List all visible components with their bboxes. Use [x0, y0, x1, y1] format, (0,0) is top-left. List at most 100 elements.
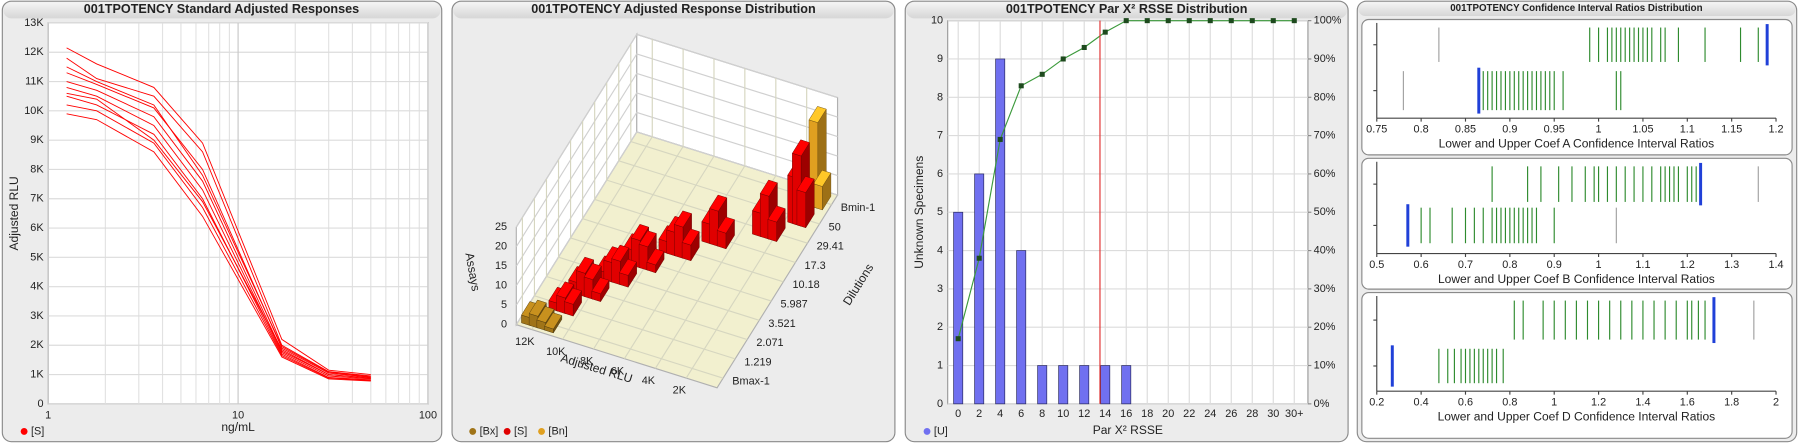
y-tick-label: 4	[937, 245, 943, 257]
bar	[681, 228, 700, 262]
x-tick-label: 1.4	[1635, 397, 1650, 409]
bar-face	[631, 224, 650, 241]
series-line	[66, 92, 371, 379]
y-tick-label: 13K	[24, 17, 44, 29]
y-tick-label: 3.521	[768, 318, 795, 330]
y-tick-label: 12K	[24, 46, 44, 58]
x-tick-label: 0.75	[1366, 124, 1387, 136]
bar	[974, 173, 985, 405]
bar-face	[591, 277, 610, 295]
y-tick-label: 0	[937, 398, 943, 410]
y-tick-label: 6K	[30, 222, 44, 234]
grid-line	[623, 68, 746, 359]
y-tick-label: 1	[937, 360, 943, 372]
x-tick-label: 28	[1246, 408, 1258, 420]
y-tick-label: 17.3	[805, 260, 826, 272]
x-tick-label: 10	[232, 409, 244, 421]
series-line	[66, 66, 371, 378]
x-tick-label: 0.95	[1544, 124, 1565, 136]
grid-line	[533, 198, 736, 360]
x-tick-label: 12	[1078, 408, 1090, 420]
y-tick-label: 4K	[30, 281, 44, 293]
y-tick-label: 2	[937, 321, 943, 333]
x-tick-label: 6K	[611, 365, 625, 377]
x-tick-label: 8K	[580, 356, 594, 368]
z-tick-label: 20	[495, 241, 507, 253]
x-tick-label: 22	[1183, 408, 1195, 420]
bar	[1079, 365, 1090, 405]
x-tick-label: 1	[1551, 397, 1557, 409]
x-tick-label: 1.05	[1632, 124, 1653, 136]
series-line	[66, 86, 371, 380]
y2-tick-label: 100%	[1314, 15, 1342, 27]
x-tick-label: 2	[1773, 397, 1779, 409]
y-tick-label: 0	[38, 398, 44, 410]
x-tick-label: 1.1	[1680, 124, 1695, 136]
x-tick-label: 0.8	[1414, 124, 1429, 136]
x-axis-title: Lower and Upper Coef A Confidence Interv…	[1439, 136, 1715, 150]
bar-face	[528, 299, 547, 317]
panel-header	[906, 2, 1347, 19]
x-tick-label: 10	[1057, 408, 1069, 420]
bar-face	[716, 230, 727, 250]
legend-label: [S]	[514, 425, 527, 437]
x-tick-label: 20	[1162, 408, 1174, 420]
y2-tick-label: 30%	[1314, 283, 1336, 295]
grid-line	[515, 131, 838, 325]
x-tick-label: 1	[45, 409, 51, 421]
x-tick-label: 0.9	[1547, 259, 1562, 271]
legend-swatch	[538, 427, 545, 435]
line-marker	[1081, 44, 1087, 50]
x-tick-label: 2K	[673, 385, 687, 397]
bar-face	[556, 294, 566, 314]
chart-title: 001TPOTENCY Confidence Interval Ratios D…	[1450, 3, 1702, 14]
x-tick-label: 0.5	[1369, 259, 1384, 271]
line-marker	[1186, 18, 1192, 24]
x-tick-label: 1	[1596, 124, 1602, 136]
grid-line	[557, 159, 760, 321]
x-tick-label: 1.1	[1635, 259, 1650, 271]
strip-box	[1361, 18, 1793, 156]
legend-label: [U]	[934, 425, 948, 437]
bar-face	[564, 287, 582, 305]
line-marker	[1207, 18, 1213, 24]
line-marker	[1018, 83, 1024, 89]
bar-face	[752, 210, 762, 238]
series-line	[66, 47, 371, 376]
y-tick-label: 2.071	[756, 337, 783, 349]
line-marker	[1123, 18, 1129, 24]
y-tick-label: 5K	[30, 251, 44, 263]
bar	[1121, 365, 1132, 405]
y-tick-label: 7	[937, 130, 943, 142]
legend-label: [Bn]	[548, 425, 567, 437]
grid-line	[593, 58, 715, 350]
x-tick-label: 0	[955, 408, 961, 420]
x-tick-label: 14	[1099, 408, 1111, 420]
x-tick-label: 1.2	[1768, 124, 1783, 136]
x-tick-label: 30	[1267, 408, 1279, 420]
line-marker	[1228, 18, 1234, 24]
x-tick-label: 12K	[515, 336, 535, 348]
bar	[646, 248, 665, 274]
grid-line	[515, 92, 838, 286]
x-tick-label: 18	[1141, 408, 1153, 420]
x-tick-label: 0.6	[1414, 259, 1429, 271]
z-tick-label: 5	[501, 299, 507, 311]
bar-face	[709, 194, 728, 212]
y-tick-label: 10	[931, 15, 943, 27]
x-tick-label: 1.2	[1591, 397, 1606, 409]
y2-tick-label: 50%	[1314, 206, 1336, 218]
bar-face	[611, 244, 630, 262]
bar-face	[796, 189, 806, 229]
bar	[796, 176, 815, 229]
legend-swatch	[503, 427, 511, 435]
bar	[813, 169, 832, 211]
x-tick-label: 16	[1120, 408, 1132, 420]
z-tick-label: 25	[495, 221, 507, 233]
bar-face	[544, 312, 563, 330]
x-tick-label: 1.8	[1724, 397, 1739, 409]
legend-swatch	[469, 427, 477, 435]
y-tick-label: 9K	[30, 134, 44, 146]
x-axis-title: Lower and Upper Coef B Confidence Interv…	[1438, 272, 1715, 286]
bar-face	[536, 306, 555, 323]
